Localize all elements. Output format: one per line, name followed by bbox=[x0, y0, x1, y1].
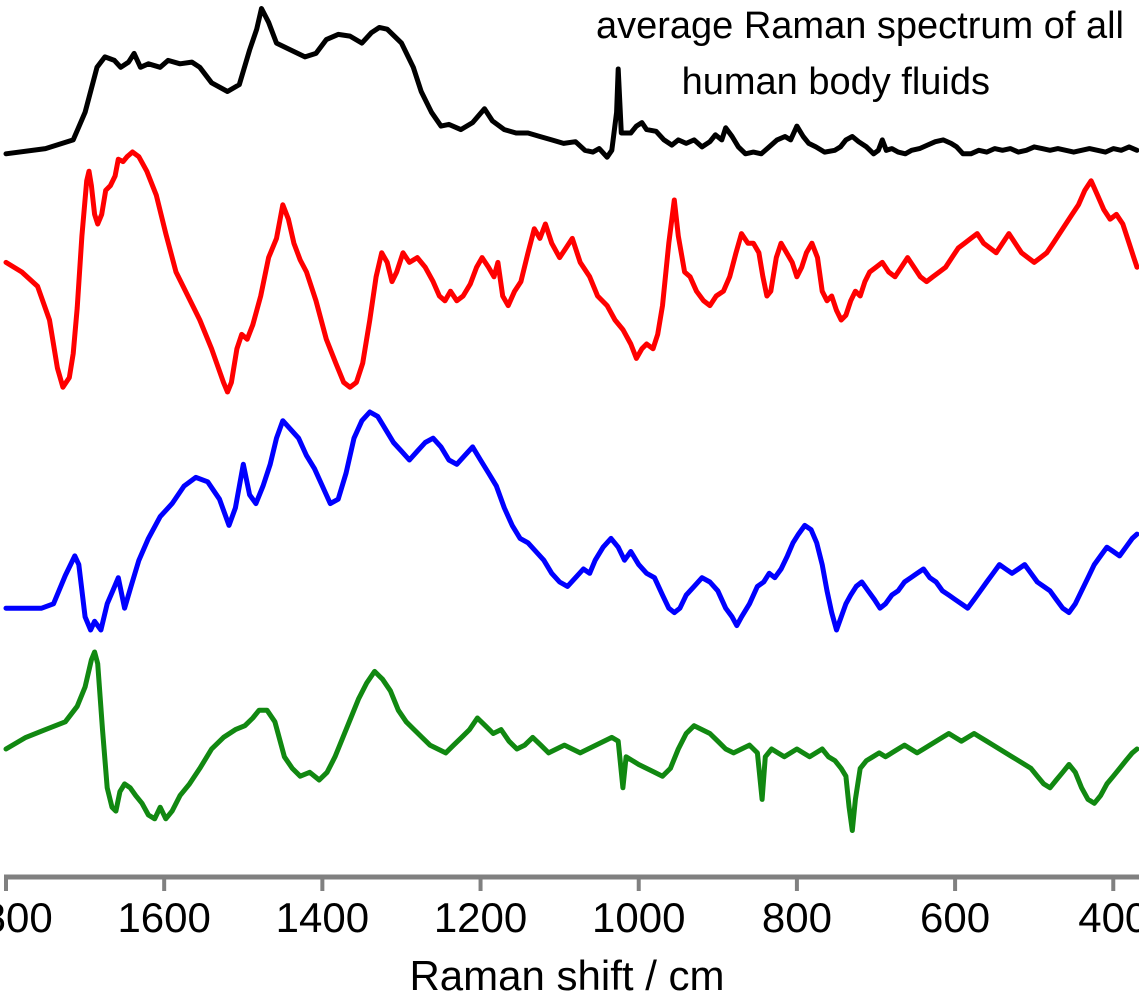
x-tick-label-1600: 1600 bbox=[117, 894, 210, 941]
x-tick-label-800: 800 bbox=[762, 894, 832, 941]
x-tick-label-400: 400 bbox=[1078, 894, 1139, 941]
x-axis: 1800 1600 1400 1200 1000 800 600 400 bbox=[0, 874, 1139, 941]
series-line-1 bbox=[3, 6, 1139, 160]
x-tick-label-600: 600 bbox=[920, 894, 990, 941]
annotation: average Raman spectrum of all human body… bbox=[596, 5, 1124, 103]
x-tick-label-1000: 1000 bbox=[592, 894, 685, 941]
x-tick-label-1400: 1400 bbox=[276, 894, 369, 941]
x-tick-label-1800: 1800 bbox=[0, 894, 53, 941]
series-layer bbox=[3, 6, 1139, 833]
annotation-line-1: average Raman spectrum of all bbox=[596, 5, 1124, 47]
series-line-4 bbox=[3, 649, 1139, 833]
annotation-line-2: human body fluids bbox=[682, 61, 990, 103]
series-line-2 bbox=[3, 149, 1139, 395]
x-axis-title: Raman shift / cm bbox=[409, 952, 724, 999]
x-tick-label-1200: 1200 bbox=[434, 894, 527, 941]
series-line-3 bbox=[3, 409, 1139, 633]
